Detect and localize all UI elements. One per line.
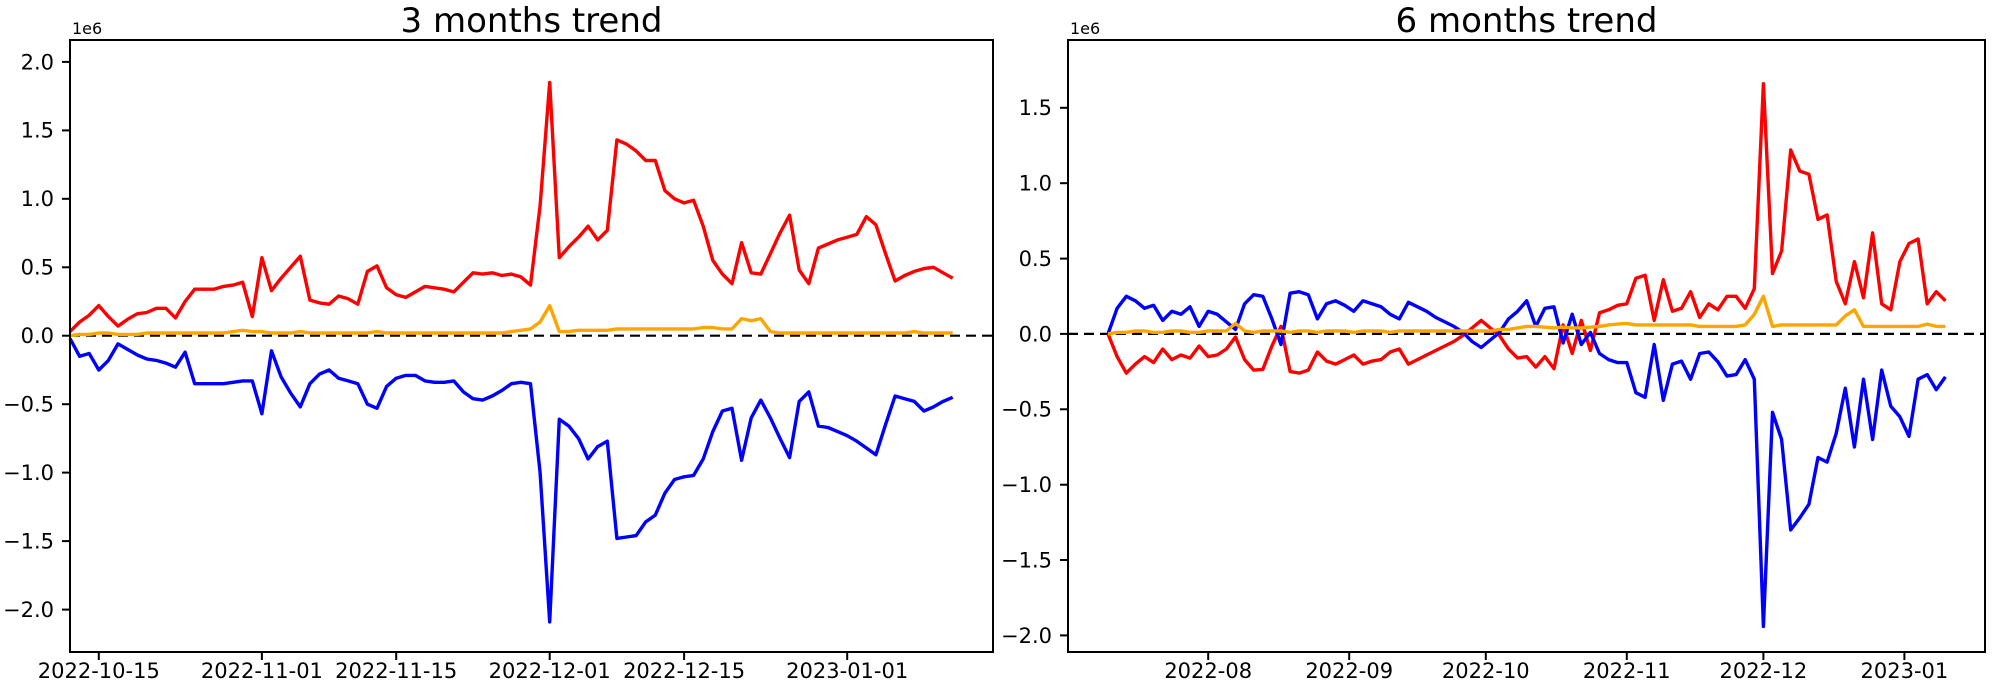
- axes-frame: [69, 39, 994, 653]
- chart-title-6-months: 6 months trend: [1395, 1, 1658, 41]
- y-tick-label: 0.0: [21, 324, 54, 348]
- x-tick-label: 2022-12-15: [623, 659, 745, 683]
- y-tick-label: −2.0: [1001, 624, 1052, 648]
- y-tick-label: 0.5: [1019, 247, 1052, 271]
- y-tick-label: −1.5: [1001, 548, 1052, 572]
- x-tick-label: 2022-10-15: [38, 659, 160, 683]
- y-axis-offset-label: 1e6: [72, 19, 102, 38]
- y-tick-label: 0.0: [1019, 322, 1052, 346]
- x-tick-label: 2022-11-15: [335, 659, 457, 683]
- series-line-blue: [68, 337, 954, 624]
- y-tick-label: 1.5: [21, 119, 54, 143]
- series-line-red: [68, 80, 954, 333]
- series-line-orange: [1107, 294, 1946, 336]
- axes-frame: [1067, 39, 1986, 653]
- x-tick-label: 2022-12-01: [489, 659, 611, 683]
- x-tick-label: 2022-11: [1583, 659, 1671, 683]
- x-tick-label: 2022-11-01: [201, 659, 323, 683]
- y-tick-label: −1.5: [3, 530, 54, 554]
- y-tick-label: −2.0: [3, 598, 54, 622]
- x-tick-label: 2022-08: [1164, 659, 1252, 683]
- series-line-orange: [69, 303, 953, 338]
- y-tick-label: 1.0: [1019, 172, 1052, 196]
- series-line-blue: [1106, 290, 1947, 629]
- series-line-red: [1106, 81, 1947, 375]
- y-tick-label: −1.0: [1001, 473, 1052, 497]
- x-tick-label: 2023-01-01: [786, 659, 908, 683]
- x-tick-label: 2022-10: [1442, 659, 1530, 683]
- y-tick-label: −0.5: [1001, 398, 1052, 422]
- y-tick-label: −0.5: [3, 393, 54, 417]
- chart-title-3-months: 3 months trend: [400, 1, 663, 41]
- y-axis-offset-label: 1e6: [1070, 19, 1100, 38]
- y-tick-label: −1.0: [3, 461, 54, 485]
- x-tick-label: 2022-09: [1305, 659, 1393, 683]
- y-tick-label: 2.0: [21, 50, 54, 74]
- y-tick-label: 1.0: [21, 187, 54, 211]
- y-tick-label: 0.5: [21, 256, 54, 280]
- y-tick-label: 1.5: [1019, 96, 1052, 120]
- x-tick-label: 2022-12: [1720, 659, 1808, 683]
- x-tick-label: 2023-01: [1861, 659, 1949, 683]
